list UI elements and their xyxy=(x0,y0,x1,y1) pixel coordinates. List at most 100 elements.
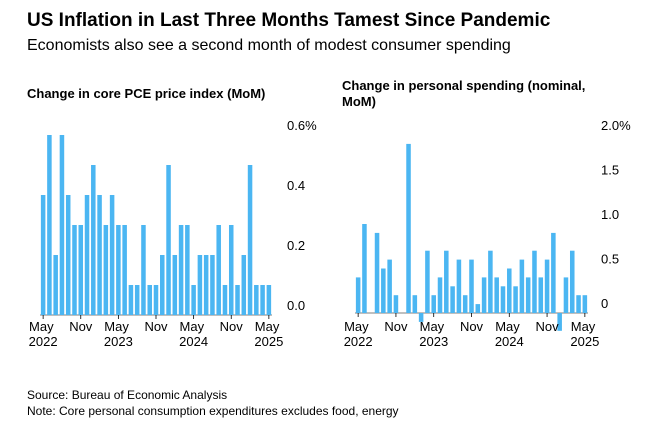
bar xyxy=(141,225,146,315)
bar xyxy=(60,135,65,315)
bar xyxy=(72,225,77,315)
bar xyxy=(494,277,499,313)
bar xyxy=(53,255,58,315)
bar xyxy=(413,295,418,313)
y-tick-label: 2.0% xyxy=(601,118,631,133)
bar xyxy=(47,135,52,315)
bar xyxy=(381,269,386,314)
y-tick-label: 0.6% xyxy=(287,118,317,133)
x-tick-label: May 2023 xyxy=(419,319,448,349)
x-tick-label: Nov xyxy=(69,319,93,334)
bar xyxy=(248,165,253,315)
bar xyxy=(116,225,121,315)
bar xyxy=(166,165,171,315)
subtitle: Economists also see a second month of mo… xyxy=(27,37,511,54)
bar xyxy=(235,285,240,315)
bar xyxy=(210,255,215,315)
bar xyxy=(229,225,234,315)
bar xyxy=(532,251,537,313)
subplot-title: Change in personal spending (nominal, Mo… xyxy=(342,78,589,109)
bar xyxy=(185,225,190,315)
bar xyxy=(520,260,525,313)
x-tick-label: May 2024 xyxy=(495,319,524,349)
bar xyxy=(267,285,272,315)
y-tick-label: 0.5 xyxy=(601,252,619,267)
bar xyxy=(356,277,361,313)
bar xyxy=(539,277,544,313)
bar xyxy=(204,255,209,315)
bar xyxy=(260,285,265,315)
bar xyxy=(501,286,506,313)
bar xyxy=(444,251,449,313)
bar xyxy=(41,195,46,315)
bar xyxy=(362,224,367,313)
source: Source: Bureau of Economic Analysis xyxy=(27,388,227,402)
bar xyxy=(526,277,531,313)
bar xyxy=(425,251,430,313)
x-tick-label: Nov xyxy=(460,319,484,334)
bar xyxy=(488,251,493,313)
bar xyxy=(438,277,443,313)
bar xyxy=(551,233,556,313)
x-tick-label: May 2023 xyxy=(104,319,133,349)
bar xyxy=(375,233,380,313)
y-tick-label: 1.0 xyxy=(601,207,619,222)
bar xyxy=(450,286,455,313)
x-tick-label: Nov xyxy=(220,319,244,334)
bar xyxy=(457,260,462,313)
bar xyxy=(135,285,140,315)
title: US Inflation in Last Three Months Tamest… xyxy=(27,10,551,31)
bar xyxy=(173,255,178,315)
y-tick-label: 0.4 xyxy=(287,178,305,193)
x-tick-label: Nov xyxy=(384,319,408,334)
bar xyxy=(482,277,487,313)
bar xyxy=(160,255,165,315)
bar xyxy=(66,195,71,315)
bar xyxy=(406,144,411,313)
bar xyxy=(122,225,127,315)
bar xyxy=(191,285,196,315)
bar xyxy=(110,195,115,315)
bar xyxy=(583,295,588,313)
bar xyxy=(78,225,83,315)
x-tick-label: May 2022 xyxy=(29,319,58,349)
bar xyxy=(154,285,159,315)
x-tick-label: May 2022 xyxy=(344,319,373,349)
x-tick-label: Nov xyxy=(144,319,168,334)
bar xyxy=(431,295,436,313)
bar xyxy=(570,251,575,313)
x-tick-label: Nov xyxy=(536,319,560,334)
bar xyxy=(564,277,569,313)
bar xyxy=(198,255,203,315)
bar xyxy=(85,195,90,315)
note: Note: Core personal consumption expendit… xyxy=(27,404,399,418)
bar xyxy=(254,285,259,315)
bar xyxy=(394,295,399,313)
subplot-title: Change in core PCE price index (MoM) xyxy=(27,86,265,101)
bar xyxy=(513,286,518,313)
y-tick-label: 0.0 xyxy=(287,298,305,313)
bar xyxy=(223,285,228,315)
bar xyxy=(129,285,134,315)
bar xyxy=(97,195,102,315)
bar xyxy=(463,295,468,313)
y-tick-label: 0 xyxy=(601,296,608,311)
bar xyxy=(104,225,109,315)
bar xyxy=(387,260,392,313)
bar xyxy=(179,225,184,315)
x-tick-label: May 2024 xyxy=(179,319,208,349)
y-tick-label: 0.2 xyxy=(287,238,305,253)
bar xyxy=(147,285,152,315)
x-tick-label: May 2025 xyxy=(570,319,599,349)
x-tick-label: May 2025 xyxy=(254,319,283,349)
bar xyxy=(91,165,96,315)
bar xyxy=(476,304,481,313)
bar xyxy=(507,269,512,314)
bar xyxy=(576,295,581,313)
bar xyxy=(242,255,247,315)
bar xyxy=(216,225,221,315)
bar xyxy=(545,260,550,313)
y-tick-label: 1.5 xyxy=(601,163,619,178)
bar xyxy=(469,260,474,313)
